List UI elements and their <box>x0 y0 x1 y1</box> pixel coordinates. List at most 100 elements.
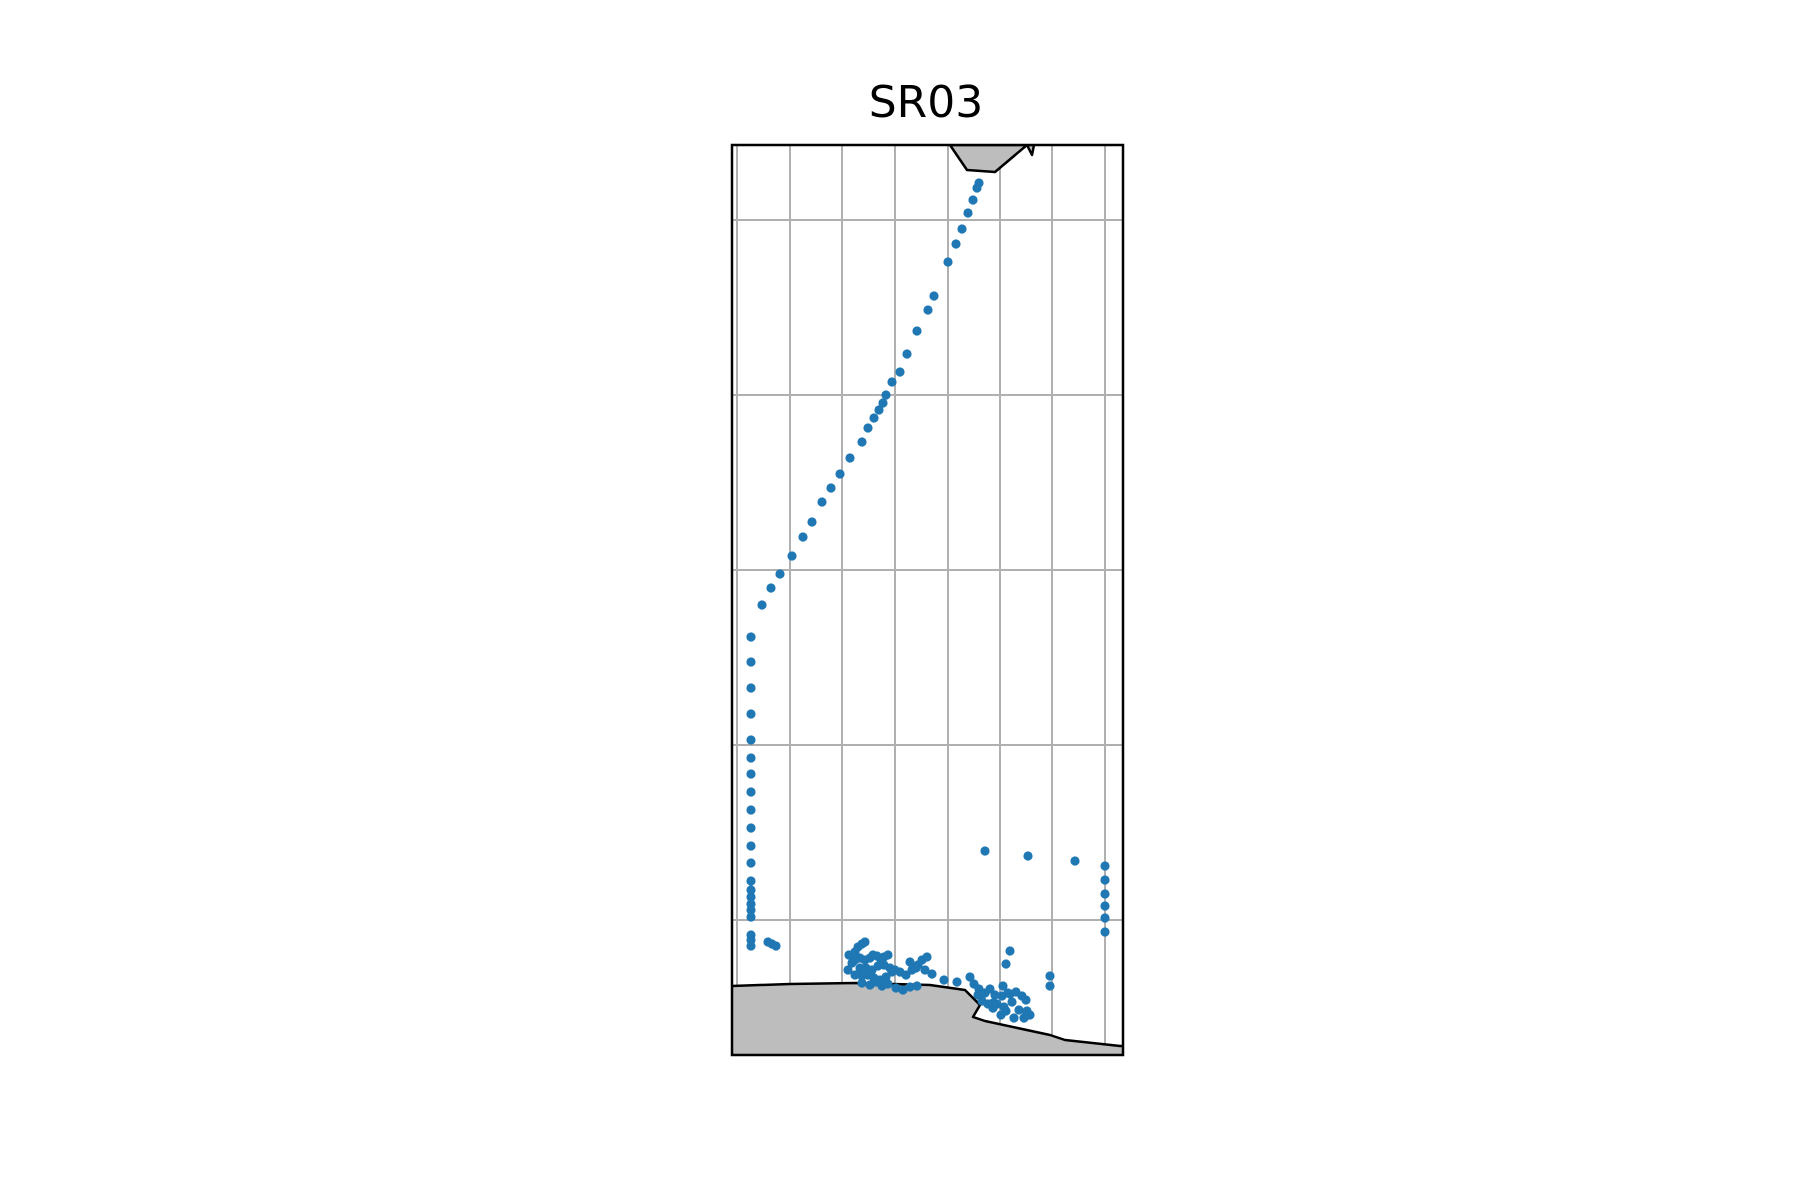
station-marker <box>863 423 873 433</box>
station-marker <box>746 912 756 922</box>
graticule <box>732 145 1123 1055</box>
station-marker <box>912 981 922 991</box>
station-marker <box>845 453 855 463</box>
station-marker <box>746 787 756 797</box>
station-marker <box>869 413 879 423</box>
station-marker <box>951 239 961 249</box>
station-marker <box>883 950 893 960</box>
station-marker <box>963 208 973 218</box>
map-title: SR03 <box>869 77 984 128</box>
station-marker <box>1021 995 1031 1005</box>
station-marker <box>997 991 1007 1001</box>
station-marker <box>843 965 853 975</box>
station-marker <box>1007 997 1017 1007</box>
station-marker <box>857 437 867 447</box>
station-marker <box>1100 913 1110 923</box>
station-marker <box>973 990 983 1000</box>
station-marker <box>891 983 901 993</box>
station-marker <box>771 941 781 951</box>
station-marker <box>1009 1013 1019 1023</box>
station-marker <box>746 683 756 693</box>
station-marker <box>874 405 884 415</box>
station-marker <box>746 892 756 902</box>
station-marker <box>817 497 827 507</box>
map-area <box>732 145 1123 1055</box>
station-marker <box>826 483 836 493</box>
station-marker <box>746 657 756 667</box>
station-marker <box>887 967 897 977</box>
station-marker <box>850 970 860 980</box>
station-marker <box>980 846 990 856</box>
station-marker <box>746 858 756 868</box>
station-marker <box>939 975 949 985</box>
station-marker <box>957 224 967 234</box>
station-marker <box>1045 981 1055 991</box>
station-markers <box>746 178 1110 1023</box>
station-marker <box>996 1010 1006 1020</box>
station-marker <box>878 398 888 408</box>
station-marker <box>988 998 998 1008</box>
station-marker <box>923 305 933 315</box>
station-marker <box>746 632 756 642</box>
tasmania-landmass <box>948 145 1036 174</box>
station-marker <box>905 957 915 967</box>
station-marker <box>1100 875 1110 885</box>
station-marker <box>807 517 817 527</box>
station-marker <box>920 965 930 975</box>
station-marker <box>860 937 870 947</box>
station-marker <box>952 977 962 987</box>
station-marker <box>746 905 756 915</box>
station-marker <box>881 390 891 400</box>
station-marker <box>898 985 908 995</box>
station-marker <box>746 805 756 815</box>
station-marker <box>895 367 905 377</box>
station-marker <box>766 583 776 593</box>
station-marker <box>757 600 767 610</box>
station-marker <box>998 981 1008 991</box>
station-marker <box>911 963 921 973</box>
station-marker <box>746 709 756 719</box>
station-marker <box>922 952 932 962</box>
station-marker <box>1005 946 1015 956</box>
station-marker <box>965 972 975 982</box>
station-marker <box>972 183 982 193</box>
map-frame <box>730 143 1125 1057</box>
station-marker <box>746 735 756 745</box>
station-marker <box>902 349 912 359</box>
station-marker <box>968 195 978 205</box>
station-marker <box>1014 1005 1024 1015</box>
station-marker <box>1100 927 1110 937</box>
station-marker <box>1023 851 1033 861</box>
antarctica-landmass <box>732 983 1123 1055</box>
coastline <box>732 981 1123 1048</box>
station-marker <box>887 377 897 387</box>
station-marker <box>943 257 953 267</box>
station-marker <box>1045 971 1055 981</box>
station-marker <box>798 532 808 542</box>
station-marker <box>1001 959 1011 969</box>
station-marker <box>990 990 1000 1000</box>
station-marker <box>746 823 756 833</box>
station-marker <box>905 982 915 992</box>
station-marker <box>1070 856 1080 866</box>
station-marker <box>1100 861 1110 871</box>
ocean-background <box>732 145 1123 1055</box>
station-marker <box>775 569 785 579</box>
station-marker <box>746 841 756 851</box>
station-marker <box>857 978 867 988</box>
station-marker <box>835 469 845 479</box>
station-marker <box>929 291 939 301</box>
station-marker <box>927 969 937 979</box>
station-marker <box>912 326 922 336</box>
station-marker <box>746 753 756 763</box>
station-marker <box>746 876 756 886</box>
station-marker <box>883 979 893 989</box>
station-marker <box>787 551 797 561</box>
station-marker <box>1100 889 1110 899</box>
station-marker <box>746 941 756 951</box>
station-marker <box>1100 901 1110 911</box>
station-marker <box>746 885 756 895</box>
station-marker <box>1021 1011 1031 1021</box>
station-marker <box>746 769 756 779</box>
